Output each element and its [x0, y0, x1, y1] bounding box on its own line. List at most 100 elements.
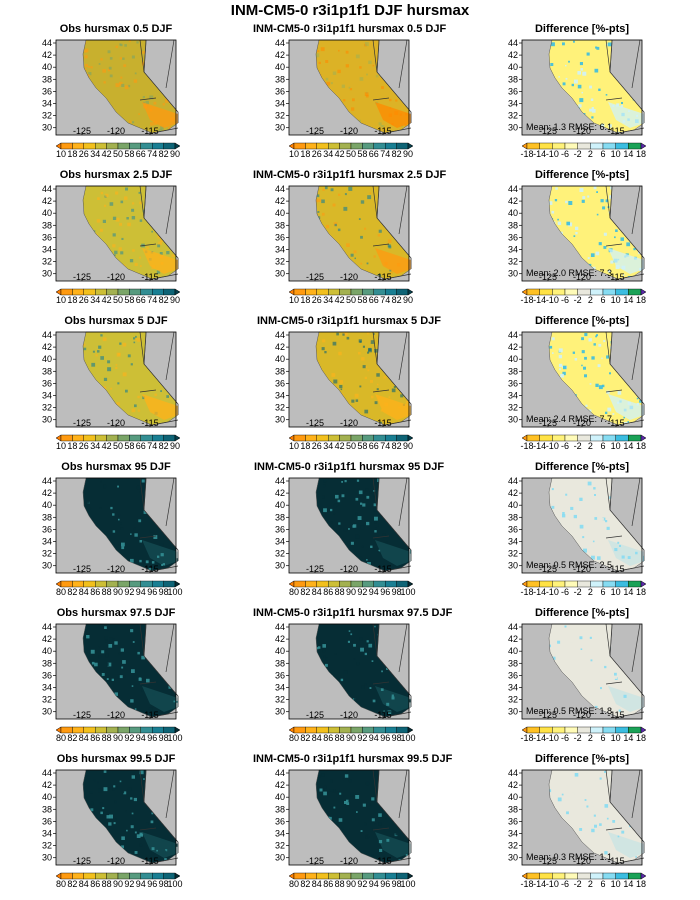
colorbar-label: 10 — [56, 295, 66, 305]
field-cell — [362, 803, 366, 807]
field-cell — [115, 364, 118, 366]
field-cell — [628, 559, 631, 561]
field-cell — [317, 198, 322, 202]
field-cell — [550, 63, 554, 66]
field-cell — [614, 548, 618, 552]
border-line — [151, 857, 179, 864]
field-cell — [373, 255, 376, 258]
field-cell — [131, 685, 134, 687]
field-cell — [325, 77, 329, 81]
colorbar-label: 6 — [600, 149, 605, 159]
field-cell — [346, 799, 349, 803]
field-cell — [618, 821, 622, 825]
field-cell — [607, 269, 611, 273]
field-cell — [156, 270, 161, 274]
lon-tick-label: -115 — [607, 710, 624, 720]
field-cell — [382, 856, 386, 861]
colorbar-label: 82 — [159, 295, 169, 305]
field-cell — [642, 660, 644, 665]
field-cell — [330, 82, 333, 85]
border-line — [139, 769, 145, 803]
field-cell — [179, 528, 181, 530]
field-cell — [627, 548, 632, 553]
field-cell — [398, 839, 401, 842]
lon-tick-label: -125 — [306, 272, 324, 282]
field-cell — [360, 830, 363, 832]
lon-tick-label: -120 — [340, 272, 358, 282]
field-cell — [615, 701, 618, 703]
colorbar: -18 -14 -10 -6 -2 2 6 10 14 18 — [520, 726, 647, 743]
colorbar-label: 42 — [102, 149, 112, 159]
field-cell — [112, 787, 116, 791]
lon-tick-label: -125 — [539, 710, 557, 720]
colorbar-label: 84 — [312, 587, 322, 597]
field-cell — [566, 811, 569, 815]
lon-tick-label: -115 — [374, 418, 391, 428]
field-cell — [84, 68, 87, 71]
colorbar-label: -2 — [574, 295, 582, 305]
colorbar-label: -6 — [561, 295, 569, 305]
field-cell — [378, 229, 382, 233]
field-cell — [354, 257, 356, 260]
lat-tick-label: 30 — [275, 415, 285, 425]
border-line — [605, 185, 611, 219]
field-cell — [325, 60, 329, 63]
field-cell — [146, 822, 149, 825]
field-cell — [391, 130, 393, 132]
field-cell — [99, 507, 102, 510]
field-cell — [551, 210, 555, 214]
field-cell — [624, 821, 628, 825]
colorbar-label: -10 — [546, 879, 559, 889]
field-cell — [316, 53, 320, 58]
border-line — [372, 827, 390, 831]
obs-panel-title: Obs hursmax 2.5 DJF — [59, 169, 173, 181]
colorbar-label: 18 — [300, 295, 310, 305]
field-cell — [103, 787, 108, 792]
field-cell — [606, 526, 610, 530]
field-cell — [133, 797, 137, 802]
field-cell — [344, 480, 347, 483]
field-cell — [356, 811, 358, 813]
field-cell — [376, 373, 380, 377]
field-cell — [158, 241, 162, 246]
field-cell — [559, 368, 561, 371]
field-cell — [112, 233, 116, 237]
field-cell — [141, 499, 143, 501]
field-cell — [581, 337, 584, 341]
border-line — [605, 623, 611, 657]
field-cell — [643, 687, 644, 691]
field-cell — [358, 218, 361, 220]
lat-tick-label: 42 — [508, 196, 518, 206]
field-cell — [350, 641, 354, 645]
field-cell — [359, 340, 362, 343]
field-cell — [346, 802, 350, 805]
field-cell — [139, 201, 142, 205]
colorbar-label: 10 — [611, 441, 621, 451]
field-cell — [583, 366, 586, 370]
field-cell — [98, 63, 101, 65]
field-cell — [371, 854, 374, 857]
field-cell — [139, 256, 141, 259]
colorbar-label: 10 — [611, 587, 621, 597]
field-cell — [316, 643, 321, 648]
field-cell — [325, 224, 330, 229]
field-cell — [582, 536, 585, 539]
field-cell — [125, 389, 128, 393]
field-cell — [591, 356, 595, 360]
lat-tick-label: 40 — [508, 62, 518, 72]
field-cell — [642, 669, 644, 674]
field-cell — [126, 829, 128, 832]
border-line — [372, 769, 378, 803]
colorbar-label: 96 — [380, 879, 390, 889]
lat-tick-label: 42 — [508, 50, 518, 60]
field-cell — [565, 64, 567, 67]
colorbar-label: 84 — [79, 587, 89, 597]
field-cell — [139, 540, 142, 543]
field-cell — [113, 638, 116, 641]
border-line — [376, 769, 412, 853]
field-cell — [107, 662, 112, 667]
field-cell — [584, 356, 587, 360]
field-cell — [378, 122, 382, 126]
